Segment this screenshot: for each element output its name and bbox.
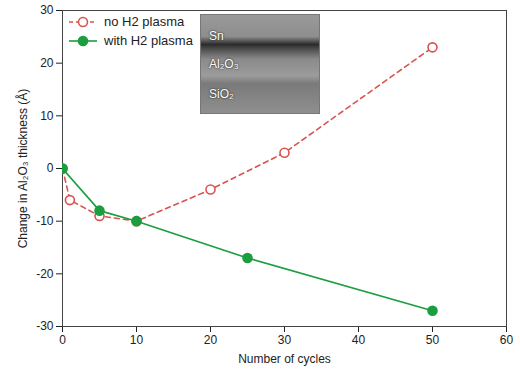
svg-text:10: 10 [130,333,144,347]
svg-text:40: 40 [352,333,366,347]
svg-text:10: 10 [40,109,54,123]
html-text:Sn: Sn [209,29,224,43]
html-text:SiO₂: SiO₂ [209,87,234,101]
svg-text:30: 30 [40,3,54,17]
svg-text:Number of cycles: Number of cycles [238,352,331,366]
svg-text:20: 20 [40,56,54,70]
html-text:no H2 plasma: no H2 plasma [104,14,185,29]
svg-text:50: 50 [426,333,440,347]
html-text:Al₂O₃: Al₂O₃ [209,57,239,71]
svg-text:-20: -20 [36,267,54,281]
svg-text:0: 0 [47,161,54,175]
svg-text:Change in Al₂O₃ thickness (Å): Change in Al₂O₃ thickness (Å) [15,89,30,249]
svg-text:20: 20 [204,333,218,347]
html-text:with H2 plasma: with H2 plasma [104,33,193,48]
svg-text:-30: -30 [36,319,54,333]
svg-text:60: 60 [500,333,514,347]
svg-text:0: 0 [59,333,66,347]
svg-text:30: 30 [278,333,292,347]
svg-text:-10: -10 [36,214,54,228]
